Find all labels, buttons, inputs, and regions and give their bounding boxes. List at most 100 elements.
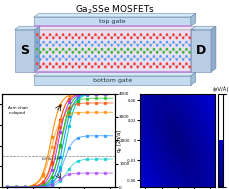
Circle shape — [94, 48, 97, 51]
Circle shape — [94, 41, 97, 43]
Text: Arm chair
n-doped: Arm chair n-doped — [8, 106, 29, 115]
Circle shape — [82, 41, 84, 43]
FancyBboxPatch shape — [34, 30, 191, 72]
Circle shape — [169, 58, 171, 61]
Circle shape — [140, 48, 142, 51]
Circle shape — [156, 36, 158, 39]
Polygon shape — [191, 26, 196, 72]
Circle shape — [146, 62, 149, 65]
Circle shape — [55, 55, 58, 58]
Circle shape — [85, 58, 87, 61]
Text: bottom gate: bottom gate — [93, 78, 132, 83]
Circle shape — [88, 48, 90, 51]
Circle shape — [176, 44, 178, 46]
Circle shape — [46, 44, 48, 46]
Circle shape — [107, 62, 110, 65]
Circle shape — [166, 33, 168, 36]
Circle shape — [137, 44, 139, 46]
Circle shape — [136, 51, 139, 54]
Circle shape — [98, 51, 100, 54]
Circle shape — [188, 44, 191, 46]
Text: I$_{off}$ for HP: I$_{off}$ for HP — [41, 155, 62, 163]
Circle shape — [46, 51, 48, 54]
Text: D: D — [196, 44, 206, 57]
Circle shape — [88, 33, 90, 36]
Circle shape — [150, 65, 152, 68]
Circle shape — [163, 58, 165, 61]
Circle shape — [42, 48, 45, 51]
Polygon shape — [15, 26, 40, 30]
Circle shape — [91, 51, 93, 54]
Circle shape — [78, 65, 81, 68]
Circle shape — [179, 62, 181, 65]
Circle shape — [120, 55, 123, 58]
Circle shape — [175, 51, 178, 54]
Circle shape — [49, 48, 51, 51]
Circle shape — [104, 51, 106, 54]
Circle shape — [166, 41, 168, 43]
Circle shape — [182, 58, 184, 61]
Circle shape — [111, 51, 113, 54]
Circle shape — [123, 51, 126, 54]
Circle shape — [117, 58, 119, 61]
Polygon shape — [34, 14, 196, 17]
Circle shape — [120, 33, 123, 36]
Circle shape — [91, 44, 93, 46]
Circle shape — [185, 33, 188, 36]
Polygon shape — [35, 26, 40, 72]
Circle shape — [52, 51, 55, 54]
Circle shape — [133, 33, 136, 36]
Circle shape — [98, 65, 100, 68]
Circle shape — [55, 48, 58, 51]
Circle shape — [182, 51, 184, 54]
Circle shape — [153, 62, 155, 65]
Circle shape — [182, 36, 184, 39]
Circle shape — [169, 36, 172, 39]
Circle shape — [175, 36, 178, 39]
FancyBboxPatch shape — [191, 30, 211, 72]
Circle shape — [62, 33, 64, 36]
Circle shape — [52, 65, 55, 68]
Circle shape — [182, 44, 184, 46]
Circle shape — [123, 36, 126, 39]
Circle shape — [127, 33, 129, 36]
Circle shape — [75, 48, 77, 51]
Circle shape — [39, 65, 41, 68]
Circle shape — [150, 58, 152, 61]
Circle shape — [146, 33, 149, 36]
Circle shape — [85, 44, 87, 46]
Circle shape — [133, 62, 136, 65]
Circle shape — [156, 51, 158, 54]
Title: (eV/Å): (eV/Å) — [212, 86, 229, 92]
Circle shape — [140, 62, 142, 65]
Circle shape — [185, 48, 188, 51]
Circle shape — [146, 55, 149, 58]
Circle shape — [163, 44, 165, 46]
Circle shape — [62, 48, 64, 51]
Circle shape — [72, 58, 74, 61]
Circle shape — [133, 48, 136, 51]
Circle shape — [179, 41, 181, 43]
Circle shape — [120, 48, 123, 51]
Circle shape — [88, 41, 90, 43]
Circle shape — [188, 51, 191, 54]
Circle shape — [172, 62, 175, 65]
Circle shape — [159, 55, 162, 58]
Circle shape — [130, 58, 132, 61]
Circle shape — [68, 55, 71, 58]
Circle shape — [159, 48, 162, 51]
Circle shape — [117, 44, 119, 46]
Circle shape — [114, 48, 116, 51]
Polygon shape — [211, 26, 216, 72]
Circle shape — [169, 44, 171, 46]
FancyBboxPatch shape — [34, 17, 191, 26]
Circle shape — [91, 36, 93, 39]
Circle shape — [179, 48, 181, 51]
Circle shape — [185, 62, 188, 65]
Circle shape — [98, 36, 100, 39]
Circle shape — [111, 36, 113, 39]
Circle shape — [88, 55, 90, 58]
Polygon shape — [191, 14, 196, 26]
Text: S: S — [20, 44, 29, 57]
Circle shape — [55, 62, 58, 65]
